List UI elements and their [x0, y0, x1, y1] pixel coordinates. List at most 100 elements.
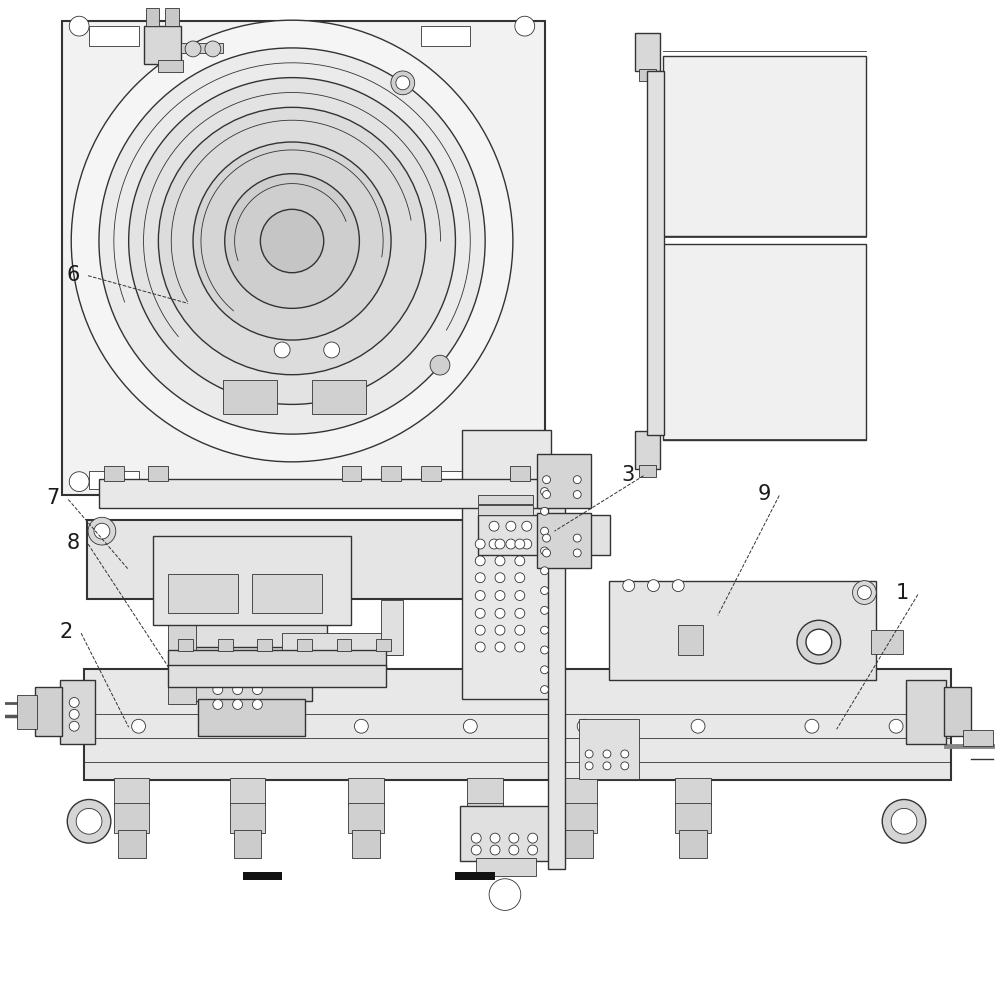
Bar	[679, 830, 707, 858]
Circle shape	[213, 684, 223, 694]
Circle shape	[252, 684, 262, 694]
Circle shape	[889, 719, 903, 733]
Circle shape	[69, 472, 89, 492]
Circle shape	[541, 627, 549, 635]
Circle shape	[69, 709, 79, 719]
Circle shape	[193, 142, 391, 340]
Circle shape	[603, 762, 611, 770]
Circle shape	[672, 580, 684, 592]
Circle shape	[205, 41, 221, 57]
Bar	[663, 244, 866, 440]
Circle shape	[648, 580, 659, 592]
Circle shape	[69, 697, 79, 707]
Circle shape	[541, 507, 549, 515]
Bar	[348, 803, 384, 833]
Bar	[467, 778, 503, 805]
Bar	[89, 471, 139, 489]
Bar	[158, 60, 183, 71]
Bar	[223, 379, 277, 414]
Circle shape	[506, 539, 516, 549]
Bar	[579, 719, 639, 779]
Circle shape	[585, 750, 593, 758]
Circle shape	[541, 666, 549, 673]
Circle shape	[490, 833, 500, 843]
Circle shape	[541, 587, 549, 595]
Bar	[168, 665, 386, 686]
Bar	[146, 8, 159, 26]
Circle shape	[541, 547, 549, 555]
Circle shape	[475, 539, 485, 549]
Circle shape	[585, 762, 593, 770]
Text: 8: 8	[66, 533, 79, 553]
Circle shape	[515, 609, 525, 619]
Circle shape	[88, 517, 116, 545]
Text: 7: 7	[46, 489, 60, 508]
Circle shape	[515, 472, 535, 492]
Circle shape	[233, 670, 243, 679]
Circle shape	[391, 71, 415, 94]
Bar	[471, 830, 499, 858]
Bar	[198, 698, 305, 736]
Circle shape	[71, 20, 513, 462]
Circle shape	[430, 355, 450, 375]
Circle shape	[541, 646, 549, 654]
Bar	[153, 536, 351, 626]
Bar	[193, 647, 312, 701]
Bar	[297, 639, 312, 651]
Circle shape	[158, 107, 426, 374]
Circle shape	[541, 527, 549, 535]
Circle shape	[471, 845, 481, 855]
Circle shape	[515, 591, 525, 601]
Circle shape	[213, 670, 223, 679]
Circle shape	[541, 488, 549, 496]
Bar	[148, 466, 168, 481]
Circle shape	[515, 573, 525, 583]
Circle shape	[489, 879, 521, 911]
Bar	[352, 830, 380, 858]
Bar	[455, 872, 495, 880]
Circle shape	[475, 609, 485, 619]
Circle shape	[463, 719, 477, 733]
Circle shape	[475, 591, 485, 601]
Circle shape	[213, 699, 223, 709]
Bar	[104, 466, 124, 481]
Bar	[478, 505, 533, 515]
Bar	[462, 430, 551, 699]
Circle shape	[882, 799, 926, 843]
Circle shape	[252, 699, 262, 709]
Circle shape	[515, 539, 525, 549]
Bar	[381, 601, 403, 655]
Circle shape	[233, 699, 243, 709]
Bar	[663, 56, 866, 236]
Bar	[510, 466, 530, 481]
Bar	[678, 626, 703, 655]
Bar	[183, 599, 327, 650]
Circle shape	[475, 573, 485, 583]
Bar	[87, 520, 545, 600]
Text: 1: 1	[896, 584, 909, 604]
Bar	[165, 8, 179, 26]
Text: 9: 9	[757, 485, 771, 504]
Bar	[348, 778, 384, 805]
Bar	[114, 803, 149, 833]
Bar	[17, 694, 37, 729]
Bar	[635, 33, 660, 71]
Circle shape	[396, 75, 410, 89]
Bar	[35, 686, 62, 736]
Circle shape	[324, 342, 340, 357]
Bar	[84, 669, 951, 780]
Bar	[62, 21, 545, 495]
Circle shape	[543, 476, 551, 484]
Circle shape	[573, 534, 581, 542]
Circle shape	[797, 621, 841, 664]
Circle shape	[506, 521, 516, 531]
Text: 2: 2	[59, 622, 73, 642]
Circle shape	[543, 491, 551, 498]
Circle shape	[495, 591, 505, 601]
Circle shape	[94, 523, 110, 539]
Bar	[478, 515, 610, 555]
Bar	[99, 479, 540, 508]
Bar	[476, 858, 536, 876]
Bar	[647, 71, 664, 435]
Bar	[635, 431, 660, 469]
